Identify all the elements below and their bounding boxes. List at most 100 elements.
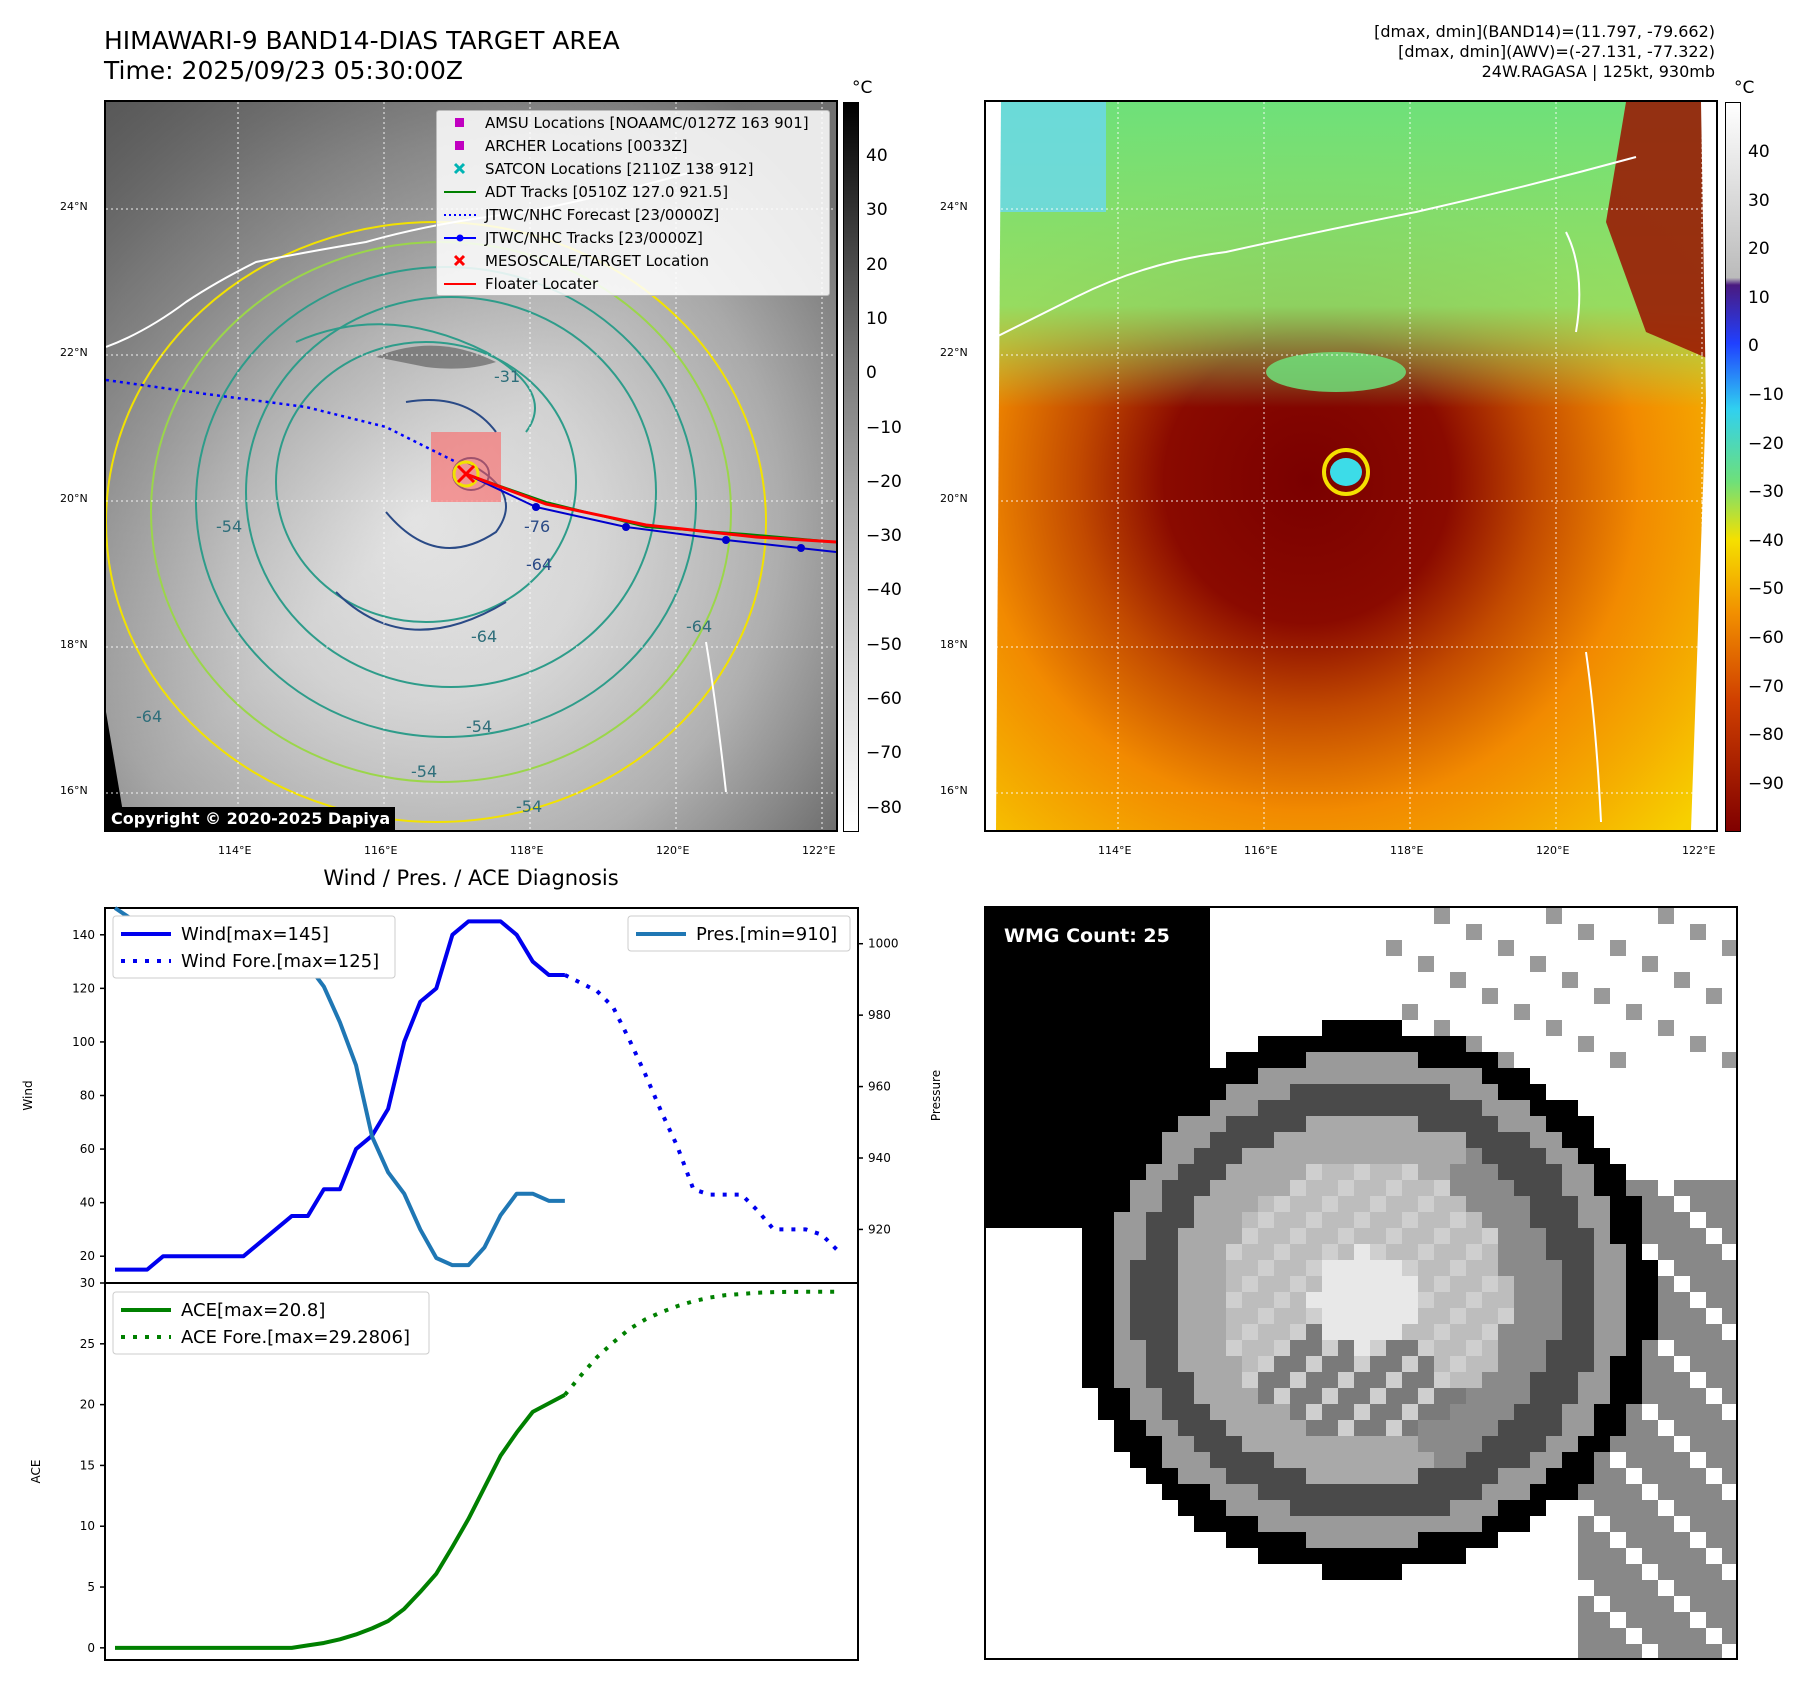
colorbar-tick: 20 <box>1748 239 1770 260</box>
y-tick-label: 960 <box>868 1080 891 1094</box>
colorbar-tick: −40 <box>866 580 902 601</box>
map2-lon-tick: 118°E <box>1390 844 1424 857</box>
legend-label: ACE[max=20.8] <box>181 1300 325 1321</box>
colorbar-tick: 40 <box>1748 142 1770 162</box>
y-tick-label: 25 <box>80 1337 95 1351</box>
legend-marker-icon <box>443 254 477 268</box>
color-map-panel <box>984 100 1718 832</box>
map-legend-label: ARCHER Locations [0033Z] <box>485 136 688 155</box>
colorbar-tick: −50 <box>1748 579 1784 600</box>
map1-lon-tick: 118°E <box>510 844 544 857</box>
map-legend-item: JTWC/NHC Tracks [23/0000Z] <box>437 226 829 249</box>
y-tick-label: 60 <box>80 1142 95 1156</box>
map-legend-item: AMSU Locations [NOAAMC/0127Z 163 901] <box>437 111 829 134</box>
y-tick-label: 80 <box>80 1089 95 1103</box>
legend-label: Wind Fore.[max=125] <box>181 951 379 972</box>
y-tick-label: 920 <box>868 1222 891 1236</box>
map1-lat-tick: 20°N <box>60 492 88 505</box>
wmg-count-label: WMG Count: 25 <box>998 922 1176 950</box>
colorbar-tick: −60 <box>866 689 902 709</box>
map1-lon-tick: 120°E <box>656 844 690 857</box>
contour-label: -54 <box>216 517 242 536</box>
copyright-label: Copyright © 2020-2025 Dapiya <box>106 807 396 830</box>
colorbar-tick: −40 <box>1748 530 1784 551</box>
colorbar-tick: 0 <box>1748 336 1759 357</box>
colorbar-tick: −30 <box>866 526 902 547</box>
map1-lat-tick: 18°N <box>60 638 88 651</box>
y-tick-label: 10 <box>80 1519 95 1533</box>
colorbar-tick: 10 <box>866 308 888 329</box>
colorbar-tick: 30 <box>1748 190 1770 211</box>
y-tick-label: 15 <box>80 1458 95 1472</box>
map-legend: AMSU Locations [NOAAMC/0127Z 163 901] ARC… <box>436 110 830 296</box>
colorbar-tick: −20 <box>1748 433 1784 454</box>
legend-marker-icon <box>443 116 477 130</box>
y-tick-label: 120 <box>72 981 95 995</box>
map2-lon-tick: 114°E <box>1098 844 1132 857</box>
contour-label: -54 <box>466 717 492 736</box>
legend-label: Wind[max=145] <box>181 924 329 945</box>
map2-lon-tick: 122°E <box>1682 844 1716 857</box>
map1-lon-tick: 116°E <box>364 844 398 857</box>
wmg-panel: WMG Count: 25 <box>984 906 1738 1660</box>
colorbar-tick: −30 <box>1748 482 1784 503</box>
chart-time: Time: 2025/09/23 05:30:00Z <box>104 56 463 85</box>
y-axis-label: Pressure <box>929 1070 943 1121</box>
pressure-legend: Pres.[min=910] <box>627 915 851 952</box>
contour-label: -54 <box>411 762 437 781</box>
colorbar-tick: −80 <box>1748 725 1784 746</box>
legend-label: Pres.[min=910] <box>696 924 837 945</box>
colorbar-tick: 40 <box>866 146 888 166</box>
colorbar-tick: −70 <box>1748 676 1784 697</box>
chart-title: HIMAWARI-9 BAND14-DIAS TARGET AREA <box>104 26 620 55</box>
range-info-band14: [dmax, dmin](BAND14)=(11.797, -79.662) <box>1374 22 1715 41</box>
colorbar-left <box>843 102 859 832</box>
legend-marker-icon <box>443 139 477 153</box>
colorbar-tick: 0 <box>866 363 877 384</box>
map-legend-label: AMSU Locations [NOAAMC/0127Z 163 901] <box>485 113 809 132</box>
contour-label: -64 <box>136 707 162 726</box>
wind-line <box>115 919 565 1272</box>
y-tick-label: 1000 <box>868 937 899 951</box>
colorbar-tick: −80 <box>866 797 902 818</box>
colorbar-right-unit: °C <box>1734 78 1755 98</box>
map2-lon-tick: 120°E <box>1536 844 1570 857</box>
colorbar-tick: −60 <box>1748 628 1784 648</box>
map-legend-label: Floater Locater <box>485 274 599 293</box>
colorbar-tick: −20 <box>866 471 902 492</box>
map-legend-item: ARCHER Locations [0033Z] <box>437 134 829 157</box>
y-tick-label: 100 <box>72 1035 95 1049</box>
y-tick-label: 0 <box>87 1641 95 1655</box>
map-legend-label: SATCON Locations [2110Z 138 912] <box>485 159 754 178</box>
color-map-image <box>986 102 1716 830</box>
y-tick-label: 20 <box>80 1398 95 1412</box>
colorbar-tick: 20 <box>866 254 888 275</box>
ace-axes-frame <box>104 1282 859 1661</box>
y-tick-label: 980 <box>868 1008 891 1022</box>
storm-info: 24W.RAGASA | 125kt, 930mb <box>1481 62 1715 81</box>
map2-lat-tick: 20°N <box>940 492 968 505</box>
colorbar-tick: 30 <box>866 200 888 221</box>
y-tick-label: 20 <box>80 1249 95 1263</box>
map1-lat-tick: 16°N <box>60 784 88 797</box>
colorbar-tick: −70 <box>866 743 902 764</box>
map-legend-item: SATCON Locations [2110Z 138 912] <box>437 157 829 180</box>
map-legend-item: MESOSCALE/TARGET Location <box>437 249 829 272</box>
legend-marker-icon <box>443 185 477 199</box>
contour-label: -64 <box>526 555 552 574</box>
map-legend-label: JTWC/NHC Tracks [23/0000Z] <box>485 228 703 247</box>
contour-label: -31 <box>494 367 520 386</box>
legend-label: ACE Fore.[max=29.2806] <box>181 1327 410 1348</box>
y-axis-label: ACE <box>29 1460 43 1484</box>
wind-legend: Wind[max=145] Wind Fore.[max=125] <box>112 915 396 979</box>
contour-label: -54 <box>516 797 542 816</box>
map2-lat-tick: 16°N <box>940 784 968 797</box>
ace-forecast-line <box>563 1289 839 1397</box>
map-legend-item: JTWC/NHC Forecast [23/0000Z] <box>437 203 829 226</box>
contour-label: -64 <box>471 627 497 646</box>
ace-line <box>115 1393 566 1650</box>
colorbar-tick: 10 <box>1748 287 1770 308</box>
map2-lon-tick: 116°E <box>1244 844 1278 857</box>
colorbar-tick: −10 <box>1748 385 1784 405</box>
y-tick-label: 5 <box>87 1580 95 1594</box>
